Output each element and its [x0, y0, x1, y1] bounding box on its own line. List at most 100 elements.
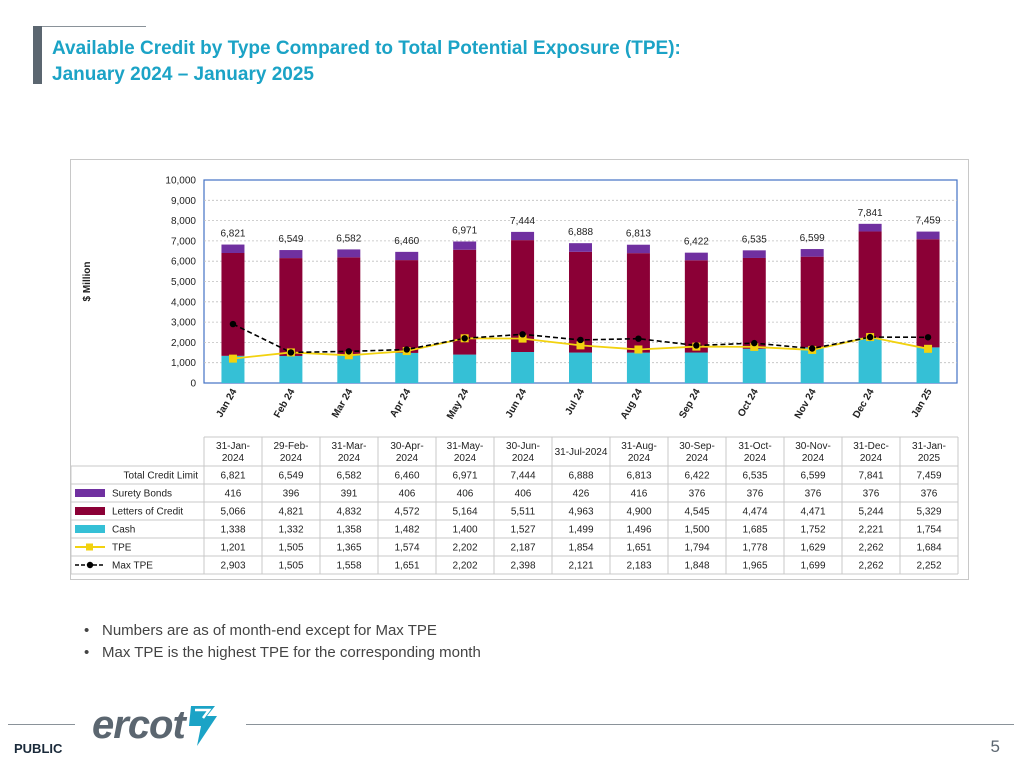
x-tick-label: May 24	[445, 387, 471, 422]
bar-cash	[916, 347, 940, 383]
bar-cash	[337, 355, 361, 383]
bar-cash	[453, 354, 477, 383]
table-header: 30-Jun-	[506, 441, 540, 452]
table-cell: 4,545	[684, 507, 709, 518]
table-header: 2024	[802, 453, 825, 464]
bar-cash	[569, 352, 592, 383]
table-row-label: Letters of Credit	[112, 507, 183, 518]
bar-total-label: 6,582	[336, 233, 361, 244]
table-cell: 1,754	[916, 525, 941, 536]
table-header: 2024	[280, 453, 303, 464]
table-header: 31-Mar-	[331, 441, 366, 452]
classification-label: PUBLIC	[14, 741, 63, 756]
max-tpe-point	[461, 335, 468, 342]
tpe-point	[344, 351, 353, 360]
notes-list: • Numbers are as of month-end except for …	[84, 620, 481, 664]
bar-loc	[221, 252, 245, 356]
table-cell: 4,471	[800, 507, 825, 518]
bar-loc	[569, 251, 592, 353]
title-accent-bar	[33, 26, 42, 84]
y-tick-label: 10,000	[165, 176, 196, 187]
bar-cash	[858, 337, 882, 383]
table-header: 2024	[396, 453, 419, 464]
max-tpe-point	[635, 335, 642, 342]
y-tick-label: 8,000	[171, 216, 196, 227]
bar-cash	[221, 355, 245, 383]
x-tick-label: Feb 24	[272, 387, 298, 420]
bar-surety	[684, 252, 708, 261]
table-cell: 2,202	[452, 561, 477, 572]
table-cell: 2,183	[626, 561, 651, 572]
table-cell: 1,794	[684, 543, 709, 554]
max-tpe-point	[229, 320, 237, 328]
table-cell: 406	[399, 489, 416, 500]
table-cell: 1,558	[336, 561, 361, 572]
bar-cash	[684, 352, 708, 383]
table-cell: 376	[805, 489, 822, 500]
bar-loc	[511, 240, 535, 353]
y-tick-label: 9,000	[171, 196, 196, 207]
table-cell: 1,201	[220, 543, 245, 554]
bar-loc	[279, 258, 303, 356]
table-cell: 5,511	[511, 507, 536, 518]
table-header: 31-Aug-	[621, 441, 657, 452]
x-tick-label: Mar 24	[330, 387, 356, 420]
note-text: Numbers are as of month-end except for M…	[102, 622, 437, 639]
table-cell: 4,821	[278, 507, 303, 518]
table-cell: 1,685	[742, 525, 767, 536]
bar-total-label: 6,813	[626, 229, 651, 240]
table-header: 30-Apr-	[390, 441, 423, 452]
x-tick-label: Oct 24	[736, 387, 761, 419]
table-header: 2024	[454, 453, 477, 464]
table-cell: 1,496	[626, 525, 651, 536]
bar-total-label: 6,821	[220, 229, 245, 240]
table-header: 31-Dec-	[853, 441, 889, 452]
x-tick-label: Sep 24	[677, 387, 703, 421]
table-header: 2024	[628, 453, 651, 464]
table-header: 2024	[338, 453, 361, 464]
y-axis-label: $ Million	[82, 262, 93, 302]
max-tpe-point	[345, 348, 353, 355]
table-cell: 6,971	[452, 471, 477, 482]
table-cell: 416	[225, 489, 242, 500]
bar-cash	[626, 352, 650, 383]
bar-total-label: 6,422	[684, 237, 709, 248]
table-cell: 7,841	[858, 471, 883, 482]
title-rule	[42, 26, 146, 27]
table-cell: 5,164	[452, 507, 477, 518]
table-cell: 396	[283, 489, 300, 500]
bar-surety	[453, 241, 477, 250]
table-cell: 1,965	[742, 561, 767, 572]
legend-marker-max-tpe	[86, 561, 94, 569]
table-cell: 5,244	[858, 507, 883, 518]
table-cell: 1,527	[510, 525, 535, 536]
table-cell: 1,505	[278, 543, 303, 554]
table-cell: 376	[747, 489, 764, 500]
table-header: 2024	[744, 453, 767, 464]
bar-loc	[626, 253, 650, 353]
x-tick-label: Jan 25	[910, 387, 935, 420]
bar-surety	[916, 231, 940, 240]
table-header: 31-Jan-	[912, 441, 946, 452]
bar-total-label: 7,841	[858, 208, 883, 219]
table-cell: 2,221	[858, 525, 883, 536]
table-cell: 2,252	[916, 561, 941, 572]
bar-total-label: 6,971	[452, 226, 477, 237]
page-title: Available Credit by Type Compared to Tot…	[52, 36, 681, 88]
table-header: 31-May-	[447, 441, 484, 452]
table-cell: 1,854	[568, 543, 593, 554]
table-cell: 4,832	[336, 507, 361, 518]
table-cell: 426	[573, 489, 590, 500]
table-header: 29-Feb-	[273, 441, 308, 452]
y-tick-label: 4,000	[171, 297, 196, 308]
table-cell: 2,398	[510, 561, 535, 572]
tpe-point	[750, 342, 759, 351]
bar-cash	[511, 352, 535, 383]
table-row-label: Total Credit Limit	[124, 471, 199, 482]
tpe-point	[924, 344, 933, 353]
bar-surety	[569, 243, 592, 252]
max-tpe-point	[287, 349, 295, 356]
bar-surety	[395, 251, 419, 261]
table-cell: 7,459	[916, 471, 941, 482]
table-cell: 6,460	[394, 471, 419, 482]
